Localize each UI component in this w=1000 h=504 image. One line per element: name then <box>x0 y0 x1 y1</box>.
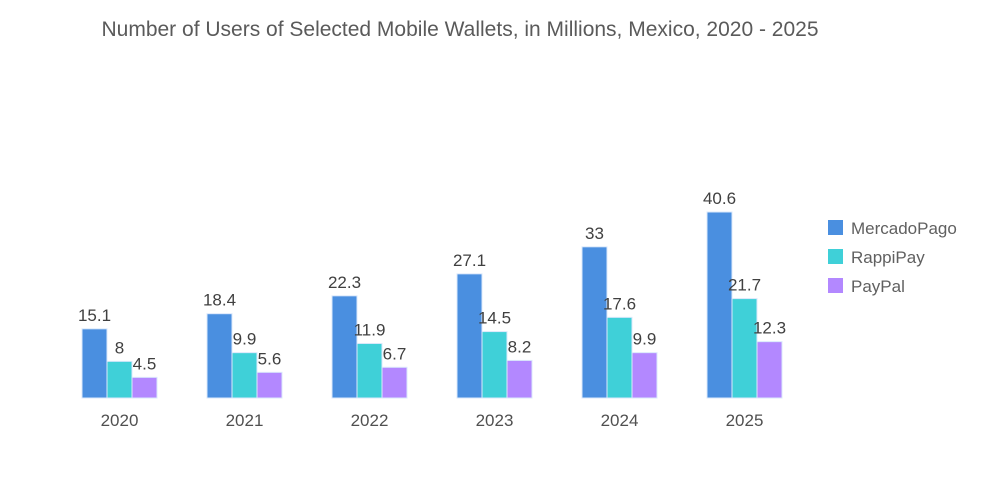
legend-label-rappipay: RappiPay <box>851 248 925 267</box>
bar-mercadopago-2024 <box>581 246 608 399</box>
bars-layer <box>81 211 783 399</box>
bar-rappipay-2025 <box>731 298 758 399</box>
data-label-rappipay-2025: 21.7 <box>728 276 761 295</box>
x-tick-label-2023: 2023 <box>476 411 514 430</box>
x-axis-ticks: 2020 2021 2022 2023 2024 2025 <box>101 411 764 430</box>
legend-swatch-rappipay <box>828 249 843 264</box>
data-label-mercadopago-2020: 15.1 <box>78 306 111 325</box>
data-label-rappipay-2021: 9.9 <box>233 330 257 349</box>
data-labels-layer: 15.184.518.49.95.622.311.96.727.114.58.2… <box>78 189 786 373</box>
data-label-mercadopago-2024: 33 <box>585 224 604 243</box>
x-tick-label-2021: 2021 <box>226 411 264 430</box>
x-tick-label-2024: 2024 <box>601 411 639 430</box>
legend-label-mercadopago: MercadoPago <box>851 219 957 238</box>
data-label-paypal-2025: 12.3 <box>753 319 786 338</box>
x-tick-label-2020: 2020 <box>101 411 139 430</box>
bar-rappipay-2022 <box>356 342 383 399</box>
data-label-mercadopago-2023: 27.1 <box>453 251 486 270</box>
bar-mercadopago-2025 <box>706 211 733 399</box>
x-tick-label-2025: 2025 <box>726 411 764 430</box>
bar-rappipay-2021 <box>231 352 258 399</box>
bar-paypal-2020 <box>131 376 158 399</box>
data-label-mercadopago-2021: 18.4 <box>203 291 236 310</box>
legend-swatch-mercadopago <box>828 220 843 235</box>
bar-paypal-2024 <box>631 352 658 399</box>
chart-title: Number of Users of Selected Mobile Walle… <box>101 18 819 41</box>
legend: MercadoPago RappiPay PayPal <box>828 219 957 296</box>
data-label-paypal-2024: 9.9 <box>633 330 657 349</box>
bar-paypal-2023 <box>506 359 533 399</box>
data-label-mercadopago-2022: 22.3 <box>328 273 361 292</box>
data-label-paypal-2022: 6.7 <box>383 344 407 363</box>
data-label-paypal-2023: 8.2 <box>508 337 532 356</box>
bar-paypal-2025 <box>756 341 783 399</box>
bar-paypal-2022 <box>381 366 408 399</box>
data-label-paypal-2020: 4.5 <box>133 354 157 373</box>
bar-mercadopago-2023 <box>456 273 483 399</box>
data-label-rappipay-2023: 14.5 <box>478 309 511 328</box>
legend-swatch-paypal <box>828 278 843 293</box>
legend-label-paypal: PayPal <box>851 277 905 296</box>
bar-rappipay-2020 <box>106 360 133 399</box>
bar-rappipay-2024 <box>606 316 633 399</box>
data-label-rappipay-2024: 17.6 <box>603 294 636 313</box>
bar-mercadopago-2020 <box>81 328 108 399</box>
data-label-paypal-2021: 5.6 <box>258 349 282 368</box>
bar-paypal-2021 <box>256 371 283 399</box>
data-label-rappipay-2022: 11.9 <box>354 320 386 339</box>
bar-rappipay-2023 <box>481 331 508 399</box>
x-tick-label-2022: 2022 <box>351 411 389 430</box>
bar-mercadopago-2021 <box>206 313 233 399</box>
bar-mercadopago-2022 <box>331 295 358 399</box>
data-label-rappipay-2020: 8 <box>115 338 124 357</box>
data-label-mercadopago-2025: 40.6 <box>703 189 736 208</box>
